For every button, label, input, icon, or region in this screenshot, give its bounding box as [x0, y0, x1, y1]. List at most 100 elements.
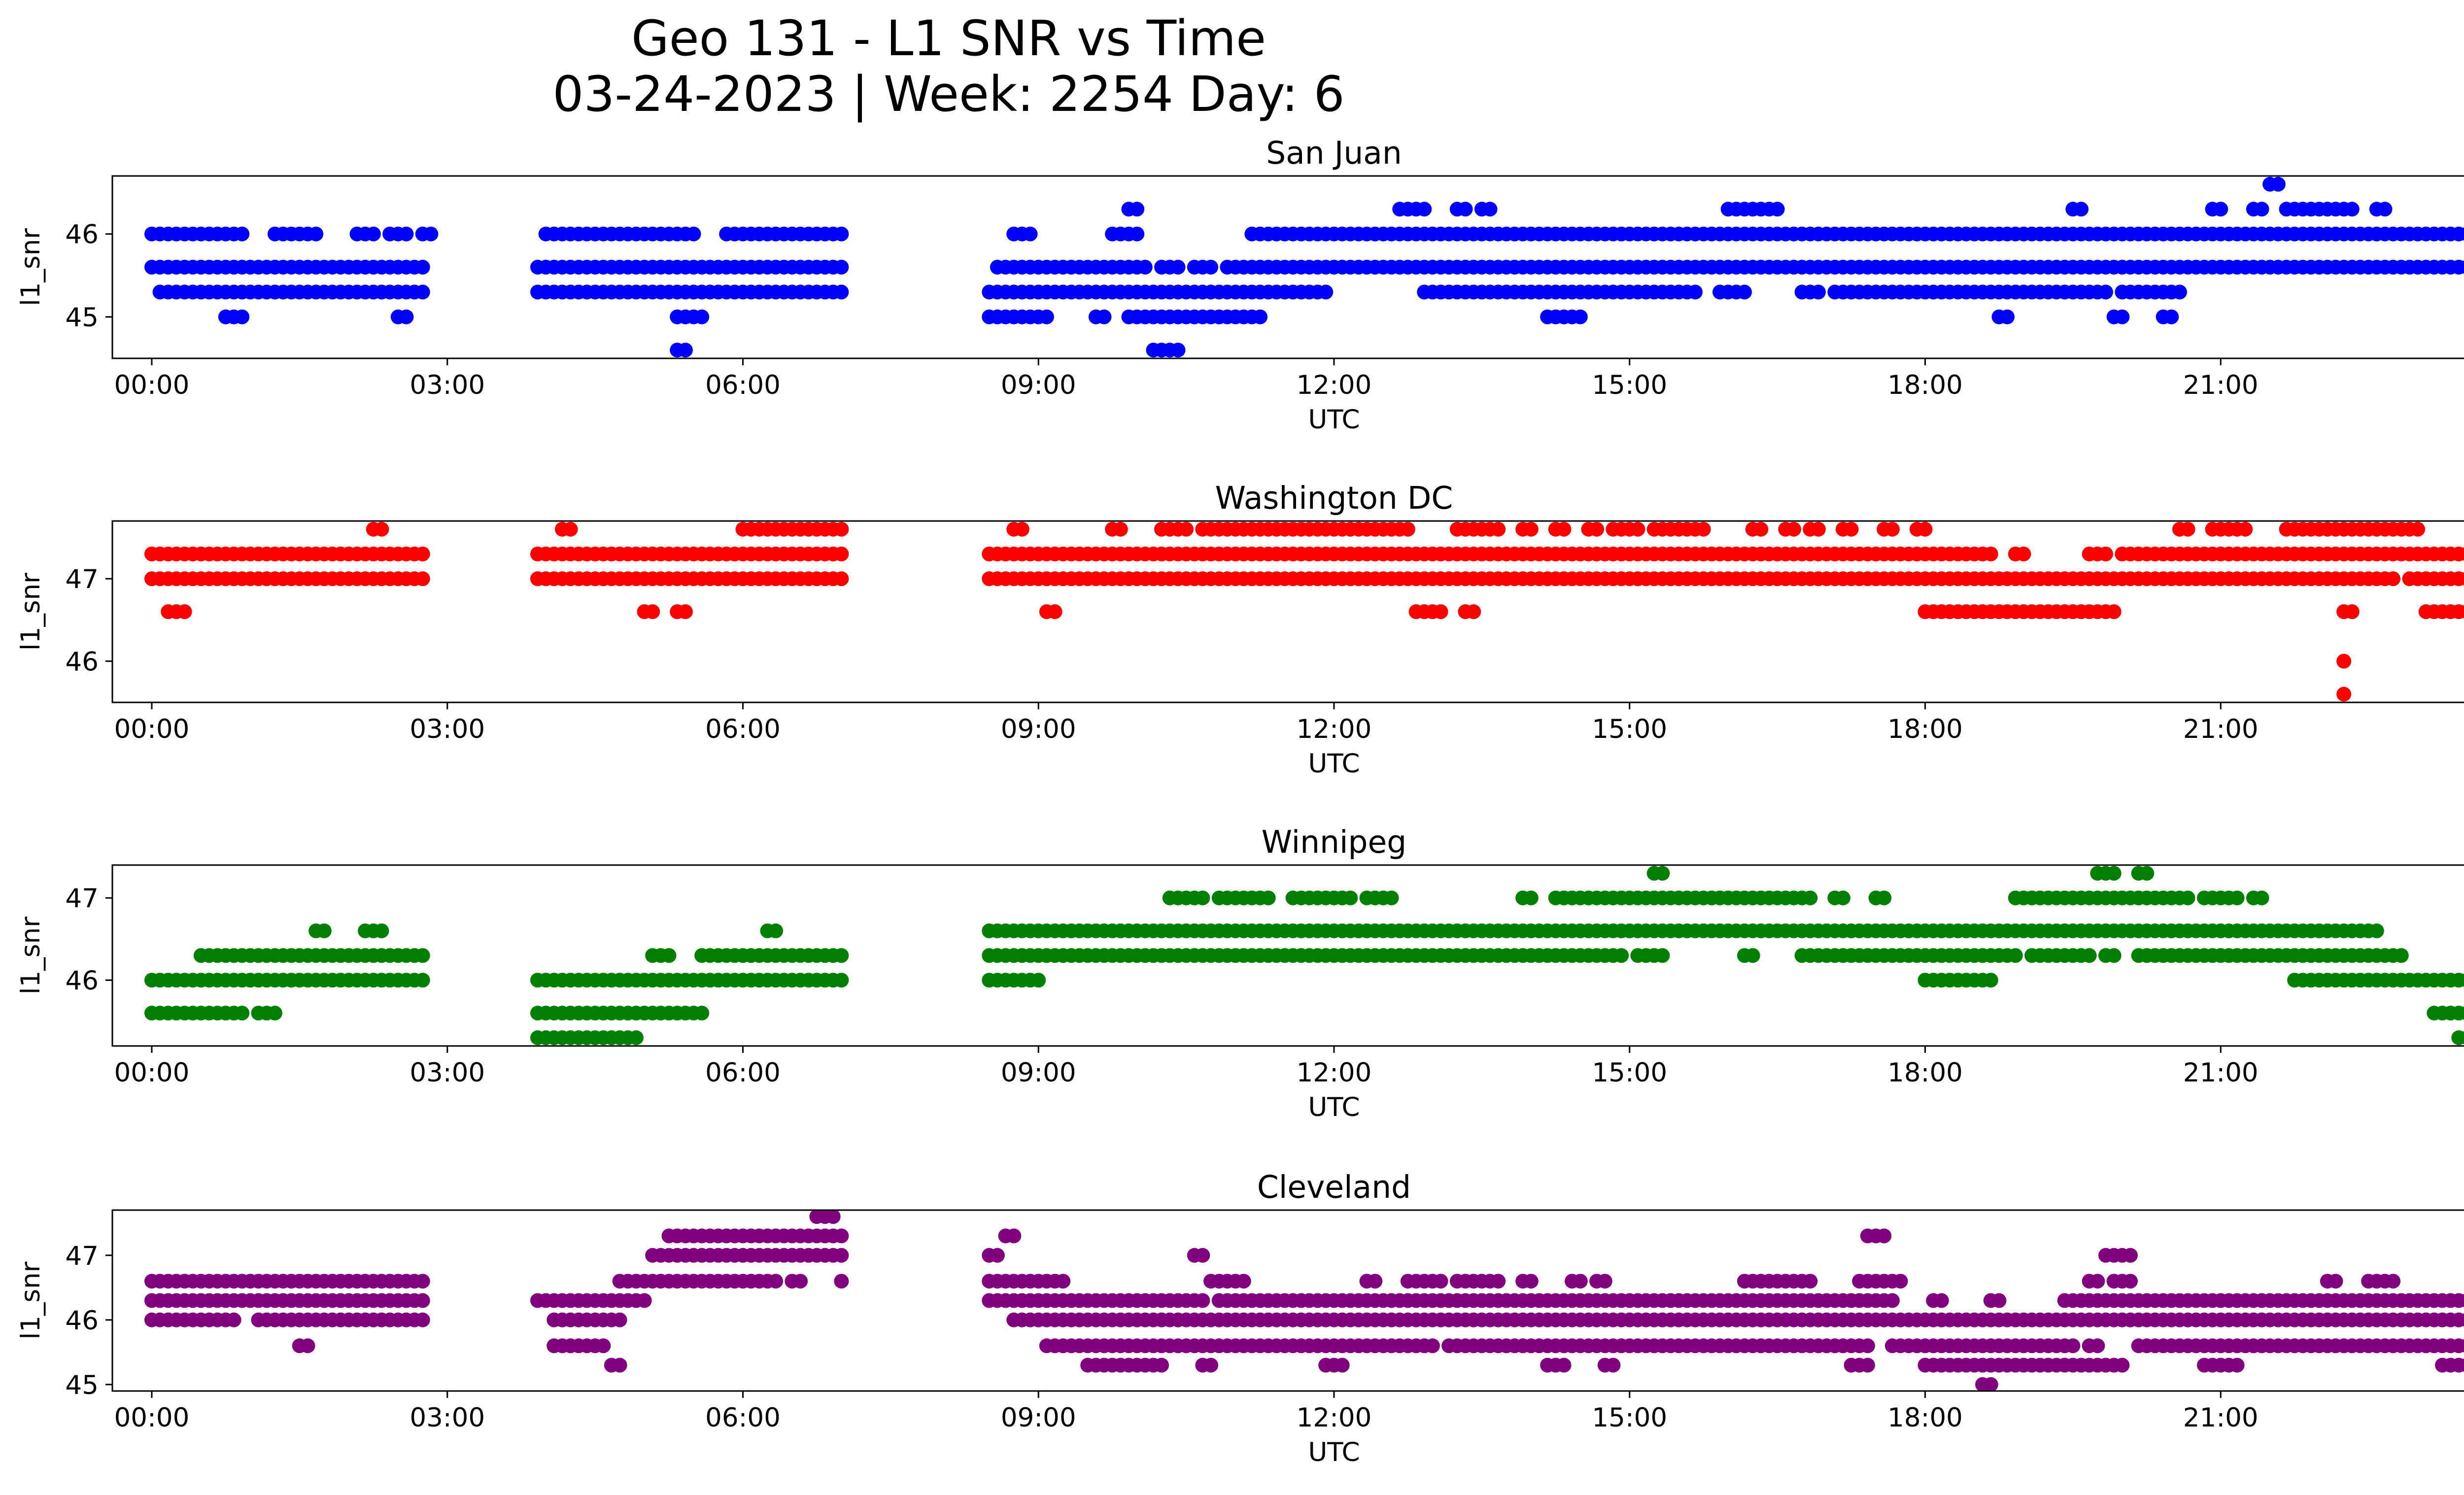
- subplot-washington-dc: Washington DC 00:00 03:00 06:00 09:00 12:00 15…: [16, 480, 2464, 779]
- data-point: [1523, 522, 1539, 537]
- data-point: [1786, 522, 1801, 537]
- data-point: [399, 309, 414, 324]
- data-point: [2213, 202, 2228, 217]
- data-point: [316, 923, 332, 939]
- data-point: [825, 1210, 841, 1224]
- data-point: [563, 522, 578, 537]
- y-tick-label: 46: [66, 1306, 99, 1336]
- data-point: [834, 226, 849, 242]
- data-point: [1745, 948, 1760, 963]
- data-point: [1491, 1274, 1506, 1289]
- data-point: [2270, 176, 2286, 192]
- data-point: [235, 309, 250, 324]
- data-point: [834, 948, 849, 963]
- figure-title-line1: Geo 131 - L1 SNR vs Time: [631, 10, 1266, 67]
- data-point: [1655, 948, 1670, 963]
- data-point: [2410, 522, 2426, 537]
- data-point: [1753, 522, 1769, 537]
- data-point: [1614, 948, 1629, 963]
- data-point: [2115, 1357, 2130, 1373]
- data-point: [399, 226, 414, 242]
- data-point: [1170, 260, 1186, 275]
- data-point: [2336, 687, 2352, 702]
- x-tick-label: 15:00: [1592, 714, 1667, 744]
- data-point: [374, 522, 389, 537]
- data-point: [2254, 890, 2269, 905]
- data-point: [415, 1312, 430, 1327]
- data-point: [226, 1312, 241, 1327]
- x-tick-label: 09:00: [1001, 714, 1076, 744]
- data-point: [834, 1228, 849, 1244]
- data-point: [366, 226, 381, 242]
- data-point: [1031, 973, 1046, 988]
- data-point: [2460, 1031, 2464, 1045]
- data-point: [2123, 1274, 2138, 1289]
- data-point: [1154, 1357, 1169, 1373]
- san-juan-title: San Juan: [1266, 135, 1402, 171]
- data-point: [1170, 343, 1186, 358]
- data-point: [1835, 890, 1850, 905]
- data-point: [2460, 1313, 2464, 1327]
- data-point: [1844, 522, 1859, 537]
- data-point: [1491, 522, 1506, 537]
- data-point: [612, 1357, 627, 1373]
- data-point: [834, 571, 849, 587]
- data-point: [308, 226, 324, 242]
- cleveland-y-axis-label: l1_snr: [16, 1261, 46, 1339]
- washington-dc-markers: [144, 522, 2464, 702]
- data-point: [2090, 1338, 2105, 1354]
- data-point: [1335, 1357, 1350, 1373]
- x-tick-label: 00:00: [114, 370, 190, 400]
- y-tick-label: 45: [66, 303, 99, 333]
- data-point: [1417, 202, 1432, 217]
- data-point: [686, 226, 701, 242]
- data-point: [1877, 890, 1892, 905]
- data-point: [1811, 522, 1826, 537]
- data-point: [612, 1312, 627, 1327]
- cleveland-markers: [144, 1210, 2464, 1391]
- x-tick-label: 18:00: [1887, 714, 1963, 744]
- x-tick-label: 03:00: [410, 370, 485, 400]
- x-tick-label: 09:00: [1001, 370, 1076, 400]
- data-point: [1696, 522, 1711, 537]
- data-point: [1236, 1274, 1251, 1289]
- data-point: [2098, 284, 2113, 300]
- data-point: [2008, 948, 2023, 963]
- data-point: [1458, 202, 1473, 217]
- data-point: [2344, 202, 2360, 217]
- data-point: [678, 604, 693, 619]
- data-point: [1203, 1357, 1219, 1373]
- x-tick-label: 03:00: [410, 1058, 485, 1088]
- data-point: [1482, 202, 1498, 217]
- x-tick-label: 15:00: [1592, 1403, 1667, 1433]
- data-point: [2074, 202, 2089, 217]
- data-point: [1803, 1274, 1818, 1289]
- data-point: [1983, 1377, 1998, 1391]
- data-point: [2016, 546, 2031, 561]
- x-tick-label: 12:00: [1297, 1403, 1372, 1433]
- data-point: [1884, 1293, 1900, 1308]
- data-point: [834, 1248, 849, 1263]
- data-point: [1129, 226, 1145, 242]
- data-point: [1113, 522, 1128, 537]
- data-point: [415, 546, 430, 561]
- data-point: [628, 1030, 644, 1045]
- data-point: [2377, 202, 2393, 217]
- data-point: [2386, 571, 2401, 587]
- data-point: [990, 1248, 1005, 1263]
- data-point: [1523, 1274, 1539, 1289]
- data-point: [1343, 890, 1358, 905]
- data-point: [2229, 1357, 2245, 1373]
- x-tick-label: 06:00: [705, 370, 781, 400]
- data-point: [661, 948, 677, 963]
- data-point: [1433, 604, 1448, 619]
- data-point: [1983, 546, 1998, 561]
- washington-dc-title: Washington DC: [1215, 480, 1453, 516]
- data-point: [1983, 973, 1998, 988]
- data-point: [415, 260, 430, 275]
- x-tick-label: 21:00: [2183, 370, 2259, 400]
- data-point: [1056, 1274, 1071, 1289]
- data-point: [1811, 284, 1826, 300]
- data-point: [300, 1338, 315, 1354]
